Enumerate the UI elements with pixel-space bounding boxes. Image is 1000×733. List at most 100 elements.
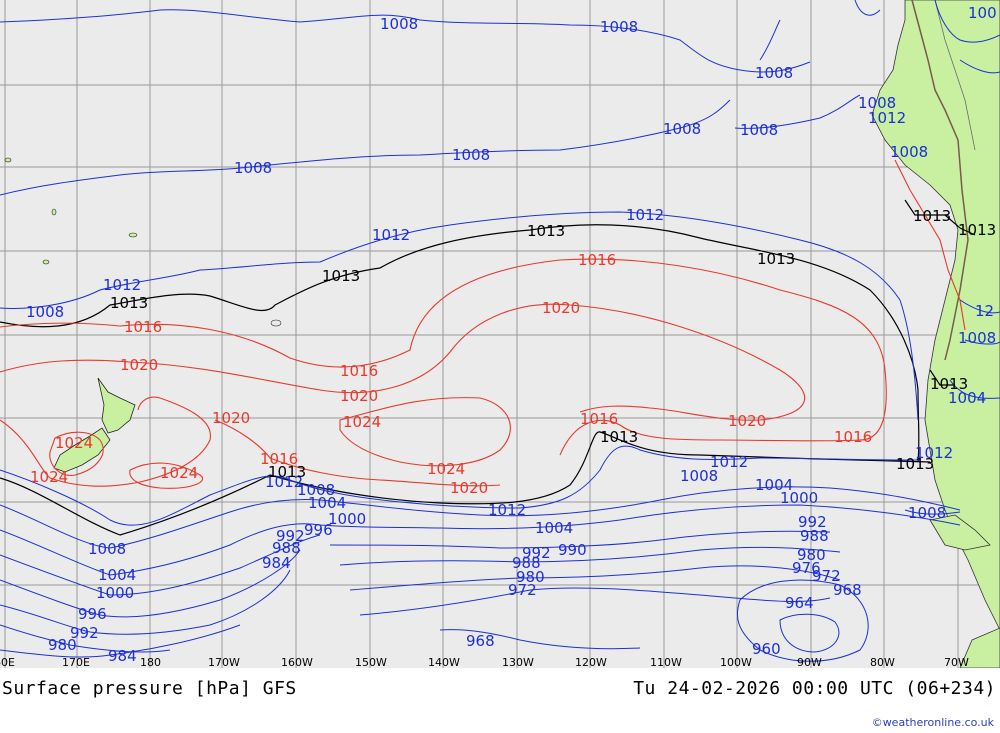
label-992: 992 bbox=[276, 527, 305, 545]
label-1000: 1000 bbox=[328, 510, 366, 528]
label-1013: 1013 bbox=[110, 294, 148, 312]
label-1012: 1012 bbox=[265, 473, 303, 491]
label-990: 990 bbox=[558, 541, 587, 559]
label-1012: 1012 bbox=[710, 453, 748, 471]
label-992: 992 bbox=[70, 624, 99, 642]
credit-link[interactable]: ©weatheronline.co.uk bbox=[871, 716, 994, 729]
label-1024: 1024 bbox=[160, 464, 198, 482]
label-1000: 1000 bbox=[96, 584, 134, 602]
label-1020: 1020 bbox=[450, 479, 488, 497]
lon-label: 60E bbox=[0, 656, 15, 668]
label-1008: 1008 bbox=[740, 121, 778, 139]
label-1020: 1020 bbox=[340, 387, 378, 405]
label-1008: 1008 bbox=[890, 143, 928, 161]
label-1004: 1004 bbox=[755, 476, 793, 494]
label-1013: 1013 bbox=[527, 222, 565, 240]
label-12: 12 bbox=[975, 302, 994, 320]
isobars-high bbox=[0, 159, 966, 489]
lon-label: 150W bbox=[355, 656, 387, 668]
label-1008: 1008 bbox=[663, 120, 701, 138]
label-1016: 1016 bbox=[578, 251, 616, 269]
label-1013: 1013 bbox=[896, 455, 934, 473]
map-canvas: 1008 1008 1008 1008 1008 1008 1008 100 1… bbox=[0, 0, 1000, 668]
label-1008: 1008 bbox=[858, 94, 896, 112]
label-1008: 1008 bbox=[234, 159, 272, 177]
lon-label: 120W bbox=[575, 656, 607, 668]
label-100: 100 bbox=[968, 4, 997, 22]
label-996: 996 bbox=[78, 605, 107, 623]
label-1016: 1016 bbox=[260, 450, 298, 468]
label-1008: 1008 bbox=[680, 467, 718, 485]
label-1004: 1004 bbox=[308, 494, 346, 512]
label-984: 984 bbox=[108, 647, 137, 665]
label-1016: 1016 bbox=[834, 428, 872, 446]
label-1012: 1012 bbox=[626, 206, 664, 224]
labels-1013: 1013 1013 1013 1013 1013 1013 1013 1013 … bbox=[110, 207, 996, 481]
label-1013: 1013 bbox=[322, 267, 360, 285]
label-1008: 1008 bbox=[908, 504, 946, 522]
isobars-low bbox=[0, 0, 1000, 662]
label-1012: 1012 bbox=[488, 501, 526, 519]
label-1012: 1012 bbox=[915, 444, 953, 462]
footer: Surface pressure [hPa] GFS Tu 24-02-2026… bbox=[0, 668, 1000, 733]
label-1012: 1012 bbox=[868, 109, 906, 127]
label-988: 988 bbox=[512, 554, 541, 572]
label-980: 980 bbox=[516, 568, 545, 586]
lon-label: 130W bbox=[502, 656, 534, 668]
label-1004: 1004 bbox=[535, 519, 573, 537]
label-992: 992 bbox=[798, 513, 827, 531]
label-1008: 1008 bbox=[600, 18, 638, 36]
labels-red: 1016 1016 1016 1016 1016 1016 1020 1020 … bbox=[30, 251, 872, 497]
label-1013: 1013 bbox=[600, 428, 638, 446]
lon-label: 140W bbox=[428, 656, 460, 668]
lon-label: 160W bbox=[281, 656, 313, 668]
label-1008: 1008 bbox=[88, 540, 126, 558]
label-996: 996 bbox=[304, 521, 333, 539]
lon-label: 170E bbox=[62, 656, 90, 668]
label-1013: 1013 bbox=[268, 463, 306, 481]
label-972: 972 bbox=[508, 581, 537, 599]
label-1012: 1012 bbox=[103, 276, 141, 294]
label-960: 960 bbox=[752, 640, 781, 658]
longitude-axis-labels: 60E 170E 180 170W 160W 150W 140W 130W 12… bbox=[0, 656, 969, 668]
label-1004: 1004 bbox=[948, 389, 986, 407]
label-1020: 1024 bbox=[30, 468, 68, 486]
label-968: 968 bbox=[833, 581, 862, 599]
label-1008: 1008 bbox=[26, 303, 64, 321]
label-1008: 1008 bbox=[755, 64, 793, 82]
label-1020: 1020 bbox=[728, 412, 766, 430]
lon-label: 180 bbox=[140, 656, 161, 668]
label-1000: 1000 bbox=[780, 489, 818, 507]
label-984: 984 bbox=[262, 554, 291, 572]
label-980: 980 bbox=[48, 636, 77, 654]
map-title: Surface pressure [hPa] GFS bbox=[2, 678, 297, 699]
land-new-zealand bbox=[53, 377, 136, 473]
valid-time: Tu 24-02-2026 00:00 UTC (06+234) bbox=[633, 678, 996, 699]
label-1024: 1024 bbox=[427, 460, 465, 478]
lon-label: 70W bbox=[944, 656, 969, 668]
small-islands bbox=[4, 157, 282, 327]
label-968: 968 bbox=[466, 632, 495, 650]
labels-blue: 1008 1008 1008 1008 1008 1008 1008 100 1… bbox=[26, 4, 997, 665]
label-1008: 1008 bbox=[297, 481, 335, 499]
label-1016: 1016 bbox=[124, 318, 162, 336]
isobar-1013 bbox=[0, 199, 976, 536]
lon-label: 80W bbox=[870, 656, 895, 668]
label-1020: 1020 bbox=[212, 409, 250, 427]
label-976: 976 bbox=[792, 559, 821, 577]
label-1013: 1013 bbox=[757, 250, 795, 268]
label-1013: 1013 bbox=[930, 375, 968, 393]
label-1024: 1024 bbox=[343, 413, 381, 431]
pressure-map: 1008 1008 1008 1008 1008 1008 1008 100 1… bbox=[0, 0, 1000, 668]
label-1004: 1004 bbox=[98, 566, 136, 584]
label-1016: 1016 bbox=[340, 362, 378, 380]
label-1020: 1020 bbox=[120, 356, 158, 374]
land-south-america bbox=[871, 0, 1000, 668]
label-1012: 1012 bbox=[372, 226, 410, 244]
lon-label: 110W bbox=[650, 656, 682, 668]
label-1008: 1008 bbox=[380, 15, 418, 33]
label-1013: 1013 bbox=[913, 207, 951, 225]
lon-label: 90W bbox=[797, 656, 822, 668]
label-1020: 1020 bbox=[542, 299, 580, 317]
label-1024: 1024 bbox=[55, 434, 93, 452]
